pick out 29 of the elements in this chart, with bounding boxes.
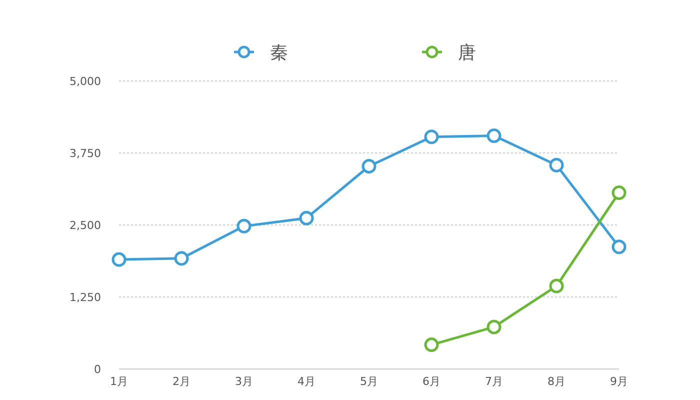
x-tick-label: 6月 — [422, 375, 440, 388]
y-tick-label: 3,750 — [70, 146, 101, 160]
point — [236, 218, 252, 234]
y-tick-label: 5,000 — [70, 74, 101, 88]
point — [549, 278, 564, 294]
point — [112, 252, 126, 267]
point — [362, 159, 376, 174]
x-tick-label: 8月 — [548, 375, 566, 388]
legend-label: 唐 — [458, 42, 476, 64]
point — [486, 320, 502, 334]
x-tick-label: 7月 — [485, 375, 503, 388]
point — [612, 185, 626, 200]
x-tick-label: 9月 — [610, 375, 628, 388]
y-tick-label: 1,250 — [70, 290, 101, 304]
point — [424, 130, 439, 144]
point — [299, 210, 314, 226]
y-tick-label: 0 — [94, 362, 101, 376]
x-tick-label: 1月 — [110, 375, 128, 388]
legend-label: 秦 — [270, 42, 288, 64]
point — [549, 158, 564, 172]
x-tick-label: 3月 — [235, 375, 253, 388]
x-tick-label: 2月 — [172, 375, 190, 388]
point — [424, 338, 439, 352]
x-tick-label: 5月 — [360, 375, 378, 388]
point — [612, 240, 626, 254]
point — [174, 251, 189, 266]
y-tick-label: 2,500 — [70, 218, 101, 232]
point — [486, 128, 502, 143]
x-tick-label: 4月 — [298, 375, 316, 388]
